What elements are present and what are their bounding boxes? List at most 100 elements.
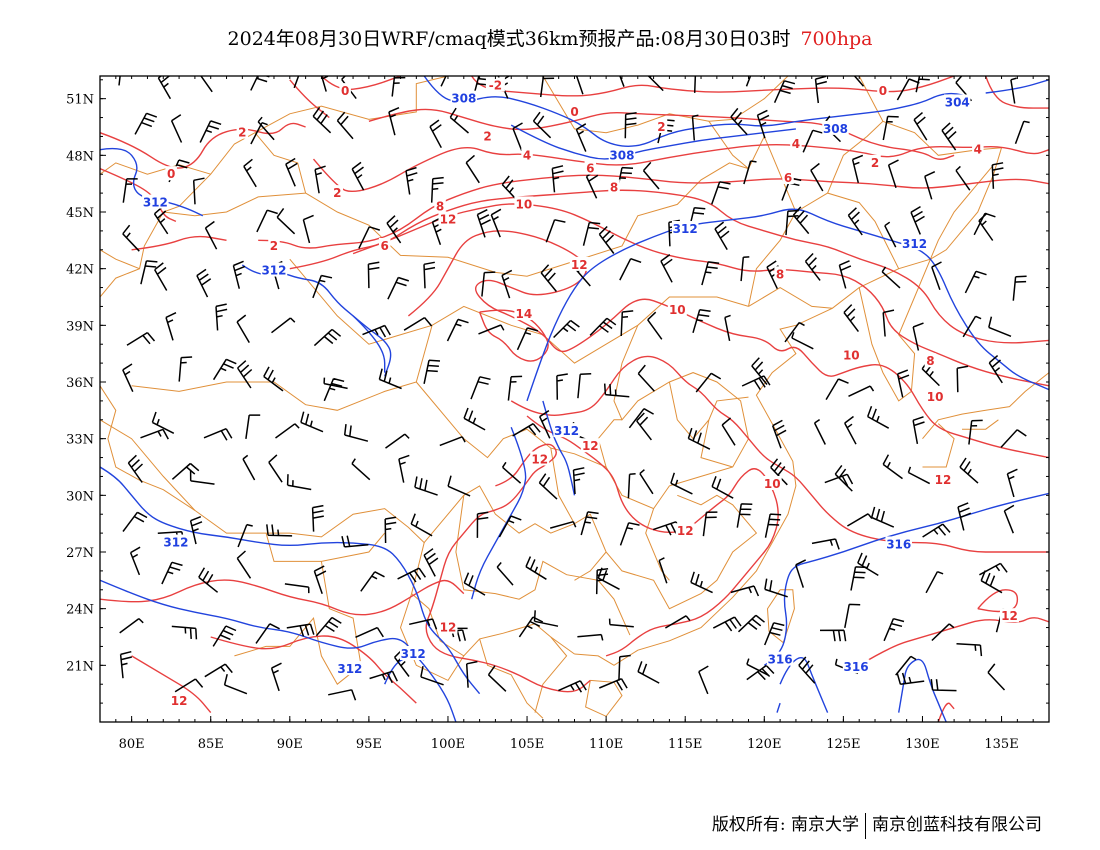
wind-barb [737,614,765,633]
wind-barb [266,524,293,537]
temperature-label-bg [774,266,786,281]
wind-barb [245,414,261,440]
wind-barb [154,262,168,291]
wind-barb [1000,429,1027,448]
temperature-isoline [368,108,955,160]
wind-barb [702,511,718,537]
temperature-isoline [100,122,306,169]
wind-barb [850,566,867,591]
wind-barb [171,625,198,640]
wind-barb [336,111,354,140]
wind-barb [968,419,983,445]
temperature-label-bg [925,389,945,404]
wind-barb [597,567,620,590]
height-label: 304 [945,95,970,109]
wind-barb [603,383,630,398]
temperature-isoline [320,76,401,91]
wind-barb [551,165,564,193]
wind-barb [470,376,491,400]
wind-barb [1014,120,1030,145]
lon-label: 95E [356,737,382,752]
temperature-isoline [985,76,1049,109]
wind-barb [1010,77,1017,104]
wind-barb [764,578,788,598]
temperature-isoline [131,655,212,714]
wind-barb [870,506,895,528]
height-isoline [100,147,204,217]
wind-barb [620,310,634,337]
wind-barb [639,469,654,495]
wind-barb [627,473,636,499]
temperature-label-bg [485,77,505,92]
lat-label: 21N [66,659,94,674]
wind-barbs [118,76,1030,701]
wind-barb [507,375,523,401]
temperature-label-bg [933,472,953,487]
wind-barb [882,309,895,337]
wind-barb [256,209,278,233]
temperature-label: 12 [440,213,457,227]
wind-barb [598,225,615,254]
temperature-label-bg [782,170,794,184]
height-label-bg [944,94,971,109]
height-label-bg [162,534,190,549]
temperature-label-bg [236,124,249,139]
wind-barb [215,303,228,331]
border-line [645,508,670,581]
lat-label: 39N [66,319,94,334]
border-line [234,561,362,685]
height-label: 308 [451,92,476,106]
border-line [100,162,211,175]
wind-barb [394,648,410,677]
wind-barb [423,261,436,289]
temperature-label-bg [790,136,802,150]
height-label-bg [608,147,636,162]
temperature-label: 12 [531,452,548,466]
wind-barb [582,221,601,246]
wind-barb [118,76,121,86]
height-label: 312 [261,264,286,278]
wind-barb [881,266,901,289]
border-line [795,192,900,269]
temperature-label-bg [169,693,189,708]
wind-barb [463,572,486,596]
wind-barb [284,583,310,594]
wind-barb [212,625,237,647]
wind-barb [341,535,369,548]
wind-barb [204,663,233,678]
title-main: 2024年08月30日WRF/cmaq模式36km预报产品:08月30日03时 [227,28,791,50]
wind-barb [711,476,734,499]
wind-barb [140,428,169,440]
map-title: 2024年08月30日WRF/cmaq模式36km预报产品:08月30日03时 7… [0,24,1100,51]
wind-barb [429,119,442,149]
temperature-label: 8 [776,267,784,281]
wind-barb [487,665,507,692]
temperature-label-bg [339,83,351,98]
wind-barb [955,165,971,191]
height-label-bg [450,90,478,105]
height-label-bg [671,221,699,235]
wind-barb [255,623,280,644]
wind-barb [358,226,381,249]
wind-barb [714,221,730,250]
temperature-label-bg [438,619,458,634]
wind-barb [312,274,333,299]
border-line [700,419,733,468]
lon-label: 100E [431,737,465,752]
wind-barb [476,209,491,238]
wind-barb [369,670,398,684]
temperature-label: 12 [935,473,952,487]
map-background [100,76,1049,722]
wind-barb [1006,468,1018,498]
wind-barb [553,319,580,339]
border-line [962,419,999,430]
wind-barb [122,178,138,203]
wind-barb [883,617,905,642]
temperature-isoline [425,443,591,693]
wind-barb [925,570,944,594]
wind-barb [490,208,502,238]
border-line [423,485,758,610]
wind-barb [658,557,668,584]
wind-barb [420,665,444,686]
wind-barb [236,360,253,389]
